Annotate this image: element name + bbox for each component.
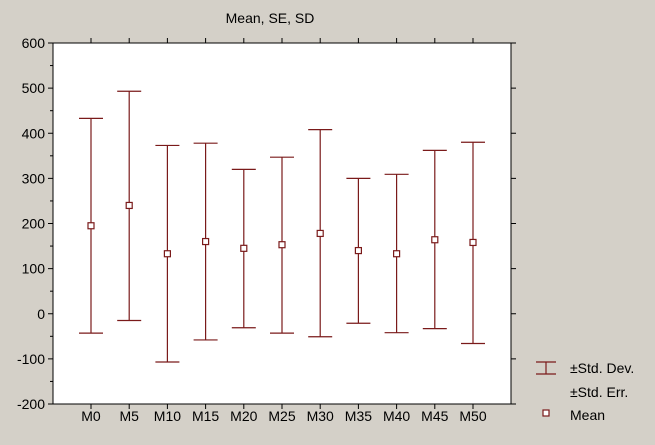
y-tick-label: 300 [22, 170, 46, 186]
chart-title: Mean, SE, SD [226, 10, 315, 26]
mean-marker [163, 250, 171, 258]
y-tick-label: 200 [22, 216, 46, 232]
y-tick-label: 100 [22, 261, 46, 277]
legend-mean-label: Mean [570, 407, 605, 423]
error-bar [155, 144, 180, 363]
error-bar [231, 168, 256, 329]
x-tick-label: M50 [459, 408, 486, 424]
legend-se-label: ±Std. Err. [570, 384, 628, 400]
mean-marker [87, 222, 95, 230]
x-tick-label: M35 [345, 408, 372, 424]
y-tick-label: 500 [22, 80, 46, 96]
legend-sd-symbol [536, 361, 556, 375]
y-tick-label: 400 [22, 125, 46, 141]
x-tick-label: M30 [307, 408, 334, 424]
y-tick-label: 0 [37, 306, 45, 322]
legend-mean-marker [542, 409, 550, 417]
mean-marker [125, 201, 133, 210]
error-bar [384, 173, 409, 334]
legend-sd-label: ±Std. Dev. [570, 360, 634, 376]
mean-marker [240, 244, 248, 252]
legend: ±Std. Dev. ±Std. Err. Mean [536, 360, 634, 423]
x-tick-label: M45 [421, 408, 448, 424]
x-tick-label: M40 [383, 408, 410, 424]
error-bar [308, 129, 333, 338]
x-tick-label: M25 [268, 408, 295, 424]
error-bar [79, 117, 103, 334]
y-tick-label: 600 [22, 35, 46, 51]
x-tick-label: M0 [81, 408, 101, 424]
error-bar [270, 156, 294, 334]
y-tick-label: -200 [17, 396, 45, 412]
error-bar [117, 90, 142, 322]
error-bar [193, 142, 218, 341]
mean-marker [278, 241, 286, 249]
error-bar [422, 149, 447, 330]
error-bar [346, 177, 371, 324]
mean-marker [431, 236, 439, 244]
x-tick-label: M15 [192, 408, 219, 424]
error-bar [461, 141, 485, 345]
mean-marker [393, 250, 401, 258]
x-tick-label: M20 [230, 408, 257, 424]
x-tick-label: M10 [154, 408, 181, 424]
mean-marker [354, 246, 362, 255]
x-tick-label: M5 [119, 408, 139, 424]
mean-marker [316, 229, 324, 238]
mean-marker [469, 238, 477, 247]
mean-marker [202, 237, 210, 246]
y-tick-label: -100 [17, 351, 45, 367]
